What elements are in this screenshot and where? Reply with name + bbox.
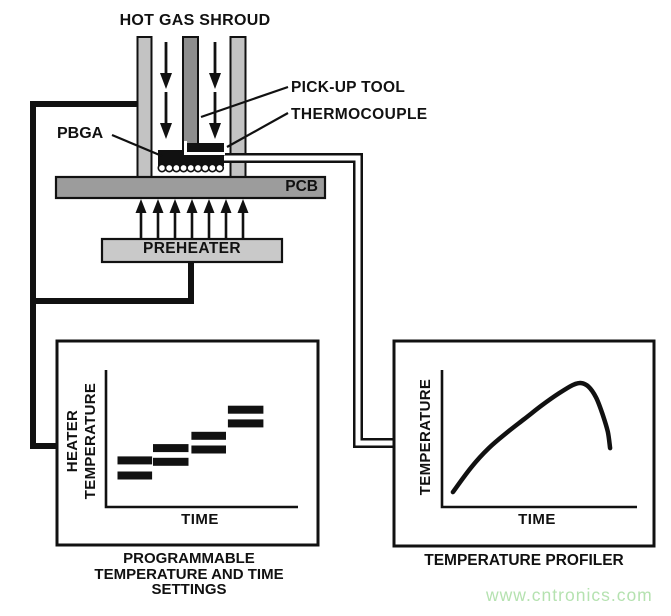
thermocouple-gap [184, 152, 225, 155]
pbga-leader-line [111, 133, 163, 158]
preheat-arrow [134, 197, 148, 240]
preheat-arrow [168, 197, 182, 240]
left-chart-ylabel-line1: HEATER [64, 409, 81, 473]
left-chart-axes [104, 370, 298, 509]
right-chart-xlabel: TIME [518, 511, 556, 528]
thermocouple-wire-core [222, 155, 393, 446]
left-chart-ylabel-line2: TEMPERATURE [82, 382, 99, 500]
solder-ball [186, 163, 196, 173]
heater-step-bar [191, 431, 226, 440]
solder-ball [207, 163, 217, 173]
solder-ball [179, 163, 189, 173]
thermocouple-tip [187, 143, 224, 152]
left-chart-xlabel: TIME [181, 511, 219, 528]
left-chart-caption-line2: TEMPERATURE AND TIME [94, 565, 284, 583]
solder-ball [193, 163, 203, 173]
pcb-label: PCB [285, 178, 318, 195]
thermocouple-label: THERMOCOUPLE [291, 106, 428, 123]
right-chart-ylabel: TEMPERATURE [417, 378, 434, 496]
solder-ball [164, 163, 174, 173]
heater-step-bar [191, 445, 226, 454]
heater-step-bar [153, 457, 189, 466]
hot-gas-arrow [207, 90, 223, 141]
thermocouple-gap [184, 141, 187, 155]
preheat-arrow [219, 197, 233, 240]
pick-up-tool-shaft [182, 36, 199, 150]
left-chart-caption-line3: SETTINGS [151, 581, 227, 598]
hot-gas-arrow [158, 90, 174, 141]
solder-ball [200, 163, 210, 173]
thermocouple-leader-line [226, 112, 289, 148]
solder-ball [171, 163, 181, 173]
left-chart-caption-line1: PROGRAMMABLE [123, 550, 255, 567]
left-chart-bars [117, 405, 264, 480]
heater-step-bar [227, 419, 264, 428]
left-chart-ylabel: HEATER TEMPERATURE [64, 366, 102, 516]
watermark-text: www.cntronics.com [486, 585, 653, 605]
pickup-tool-label: PICK-UP TOOL [291, 79, 406, 96]
pickup-tool-leader-line [200, 85, 289, 119]
heater-step-bar [117, 456, 153, 465]
heater-control-line [30, 101, 138, 449]
diagram-title: HOT GAS SHROUD [119, 12, 271, 29]
right-chart-axes [440, 370, 637, 509]
preheater-box [100, 237, 284, 264]
heater-step-bar [117, 471, 153, 480]
preheat-arrow [185, 197, 199, 240]
shroud-tube-left [136, 36, 153, 178]
preheater-feed-line [33, 261, 194, 304]
hot-gas-arrow [207, 40, 223, 91]
left-chart-box [55, 339, 320, 547]
preheat-arrow [236, 197, 250, 240]
preheat-arrow [151, 197, 165, 240]
left-chart-caption: PROGRAMMABLE TEMPERATURE AND TIME SETTIN… [70, 551, 308, 598]
hot-gas-arrow [158, 40, 174, 91]
right-chart-curve [450, 380, 613, 495]
right-chart-caption: TEMPERATURE PROFILER [424, 552, 624, 569]
pbga-label: PBGA [57, 125, 104, 142]
solder-ball [215, 163, 225, 173]
heater-step-bar [153, 444, 189, 453]
preheater-label: PREHEATER [142, 240, 242, 257]
solder-ball [157, 163, 167, 173]
temperature-profile-curve [450, 380, 613, 495]
pcb-board [54, 175, 327, 200]
preheat-arrow [202, 197, 216, 240]
heater-step-bar [227, 405, 264, 414]
